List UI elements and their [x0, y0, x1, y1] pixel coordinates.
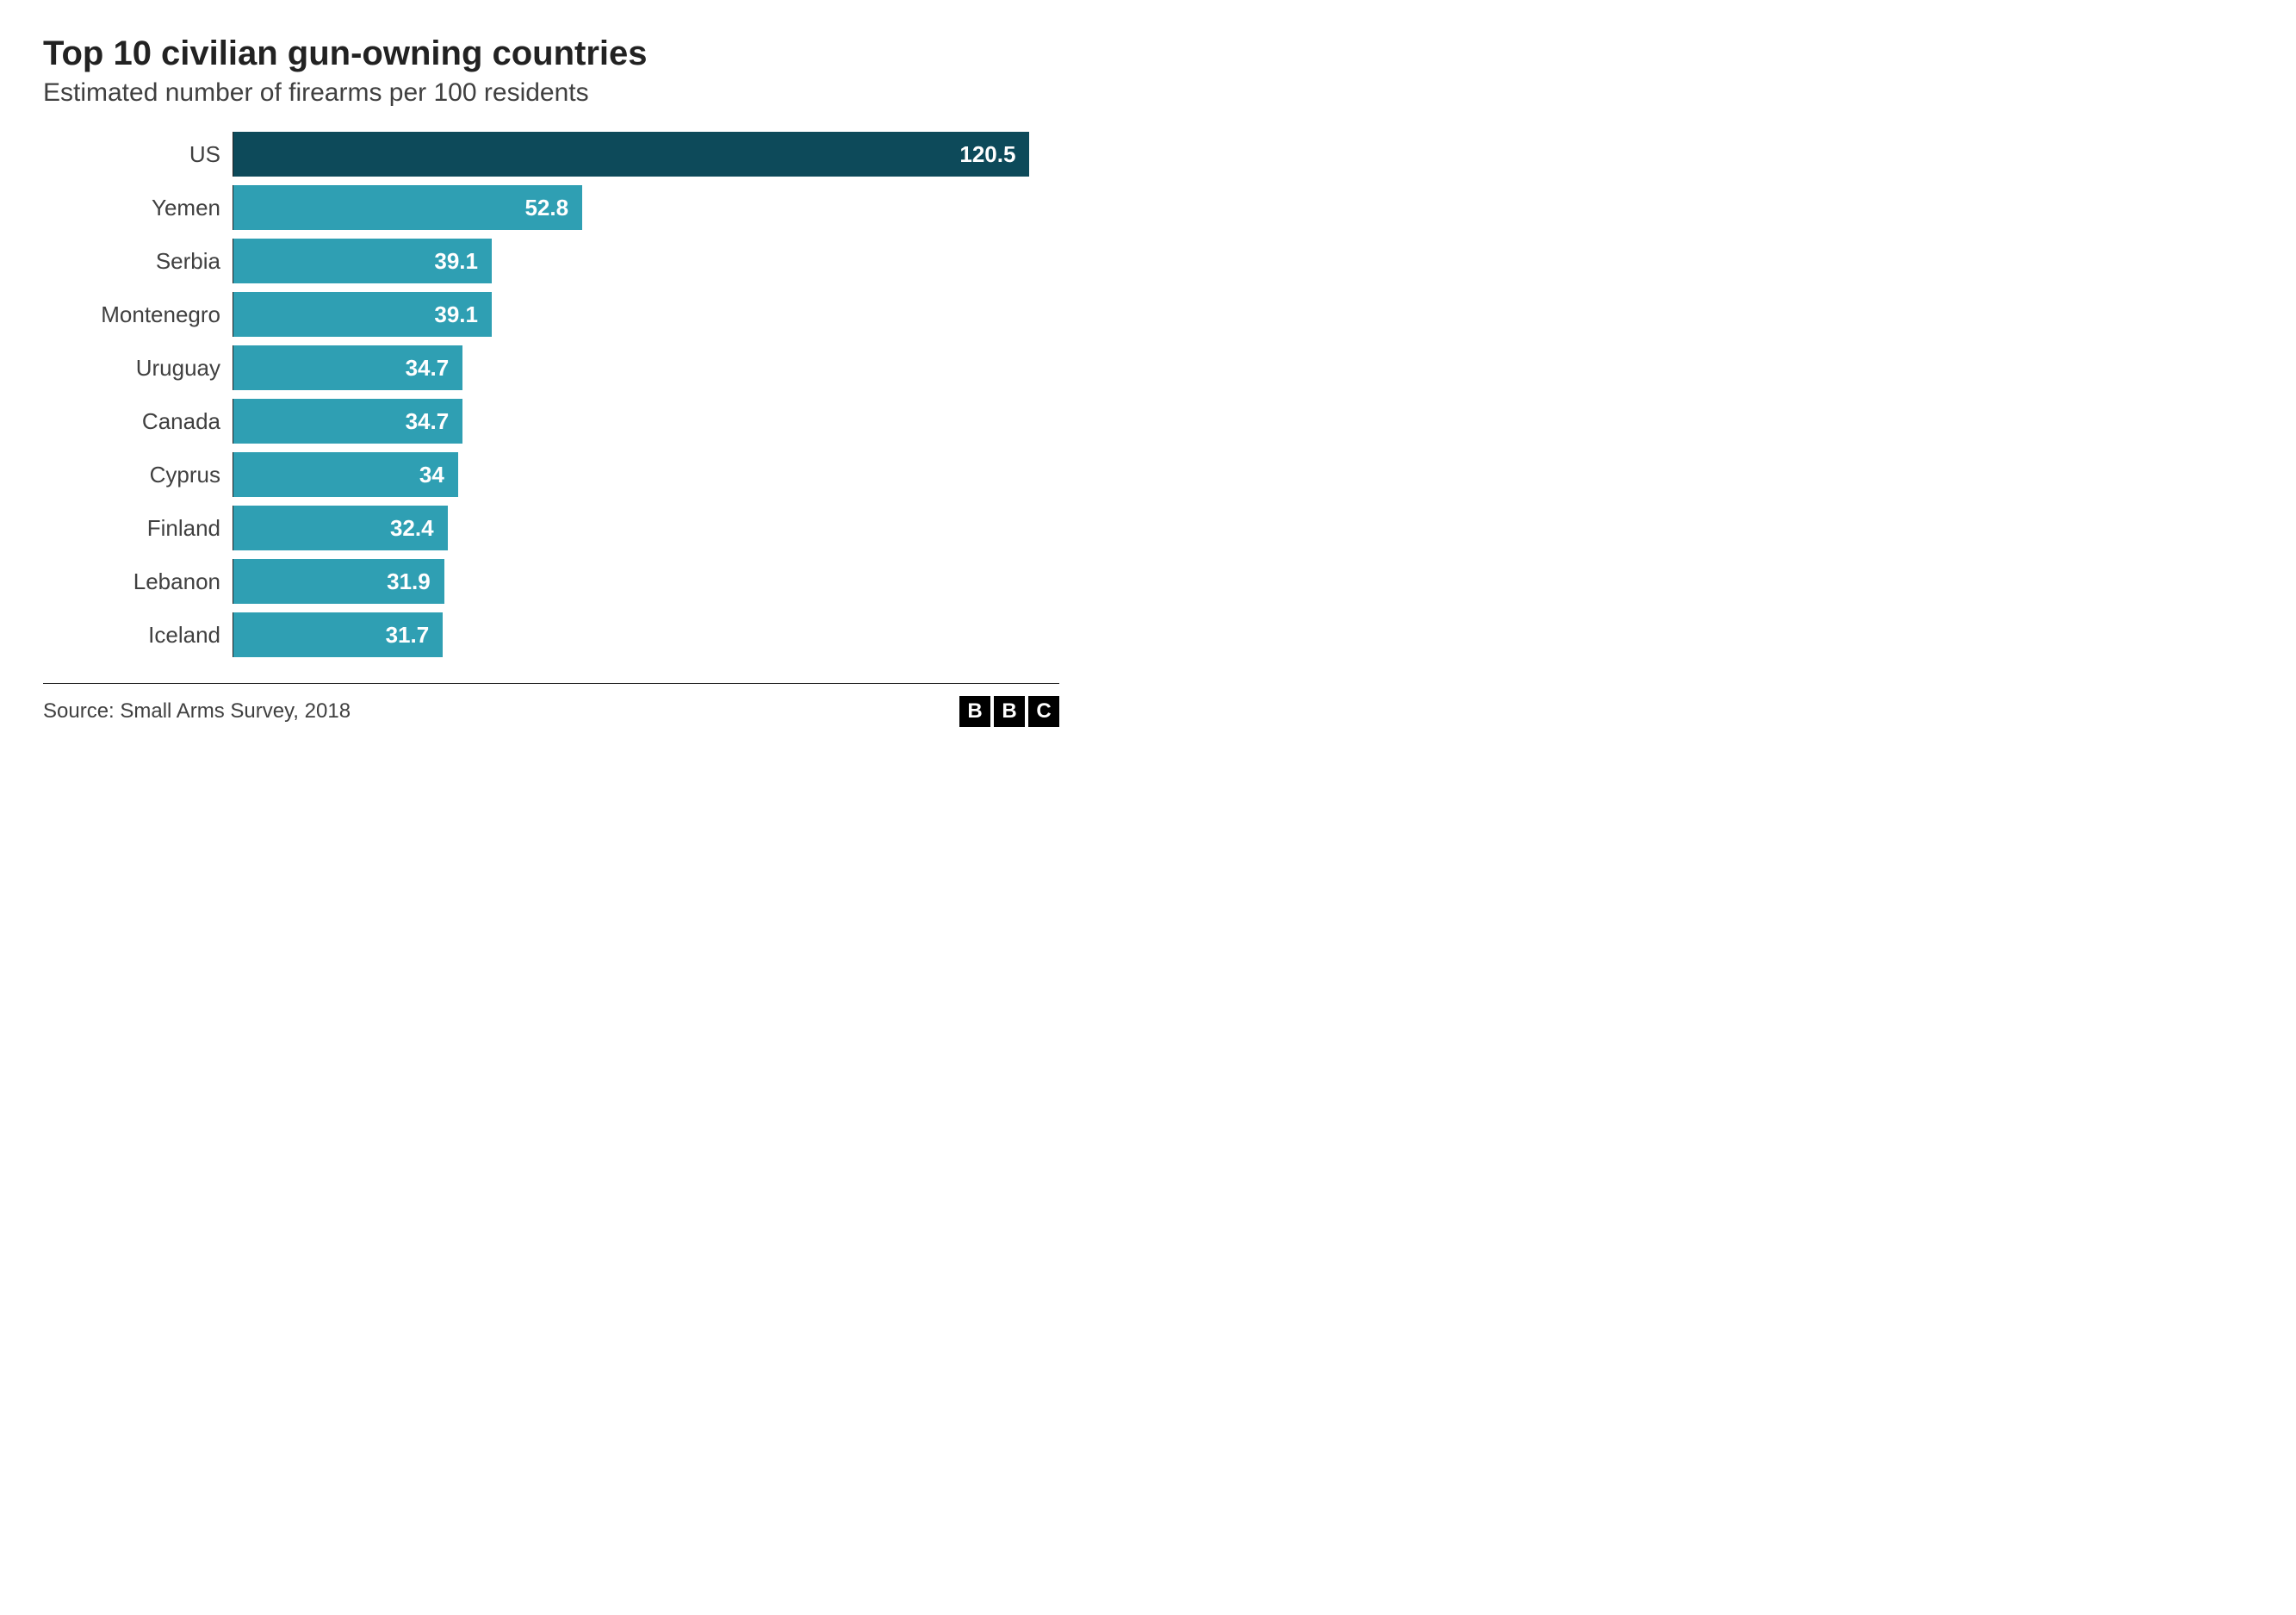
value-label: 31.7 — [386, 622, 430, 649]
chart-footer: Source: Small Arms Survey, 2018 BBC — [43, 696, 1059, 727]
category-label: Montenegro — [43, 292, 233, 337]
bar-track: 39.1 — [233, 239, 1059, 283]
bar: 31.9 — [233, 559, 444, 604]
bar-track: 120.5 — [233, 132, 1059, 177]
bar: 39.1 — [233, 239, 492, 283]
category-label: Serbia — [43, 239, 233, 283]
bar: 34.7 — [233, 345, 462, 390]
bar: 31.7 — [233, 612, 443, 657]
bar-row: Serbia 39.1 — [43, 239, 1059, 283]
bbc-logo: BBC — [959, 696, 1059, 727]
bar-row: Uruguay 34.7 — [43, 345, 1059, 390]
bar: 52.8 — [233, 185, 582, 230]
category-label: Iceland — [43, 612, 233, 657]
category-label: Canada — [43, 399, 233, 444]
bar: 120.5 — [233, 132, 1029, 177]
value-label: 120.5 — [959, 141, 1015, 168]
chart-subtitle: Estimated number of firearms per 100 res… — [43, 78, 1059, 108]
value-label: 34 — [419, 462, 444, 488]
bar-track: 34.7 — [233, 345, 1059, 390]
bar-track: 52.8 — [233, 185, 1059, 230]
bar-track: 34 — [233, 452, 1059, 497]
bar-track: 39.1 — [233, 292, 1059, 337]
bar-track: 32.4 — [233, 506, 1059, 550]
category-label: Lebanon — [43, 559, 233, 604]
bar-track: 31.7 — [233, 612, 1059, 657]
bar-track: 34.7 — [233, 399, 1059, 444]
bar-row: Iceland 31.7 — [43, 612, 1059, 657]
bar: 34 — [233, 452, 458, 497]
category-label: Cyprus — [43, 452, 233, 497]
source-text: Source: Small Arms Survey, 2018 — [43, 699, 351, 724]
bar-track: 31.9 — [233, 559, 1059, 604]
bar-row: US 120.5 — [43, 132, 1059, 177]
logo-block: B — [994, 696, 1025, 727]
value-label: 39.1 — [434, 248, 478, 275]
bar-row: Lebanon 31.9 — [43, 559, 1059, 604]
bar-row: Montenegro 39.1 — [43, 292, 1059, 337]
chart-title: Top 10 civilian gun-owning countries — [43, 34, 1059, 73]
logo-block: B — [959, 696, 990, 727]
bar-row: Canada 34.7 — [43, 399, 1059, 444]
value-label: 34.7 — [406, 408, 450, 435]
category-label: Finland — [43, 506, 233, 550]
bar-row: Finland 32.4 — [43, 506, 1059, 550]
value-label: 32.4 — [390, 515, 434, 542]
bar: 32.4 — [233, 506, 448, 550]
value-label: 31.9 — [387, 568, 431, 595]
category-label: US — [43, 132, 233, 177]
logo-block: C — [1028, 696, 1059, 727]
value-label: 34.7 — [406, 355, 450, 382]
bar-row: Cyprus 34 — [43, 452, 1059, 497]
footer-divider — [43, 683, 1059, 684]
bar: 39.1 — [233, 292, 492, 337]
value-label: 39.1 — [434, 301, 478, 328]
category-label: Uruguay — [43, 345, 233, 390]
bar-row: Yemen 52.8 — [43, 185, 1059, 230]
bar-chart: US 120.5 Yemen 52.8 Serbia 39.1 Montenegro 39.1… — [43, 132, 1059, 657]
category-label: Yemen — [43, 185, 233, 230]
bar: 34.7 — [233, 399, 462, 444]
value-label: 52.8 — [524, 195, 568, 221]
